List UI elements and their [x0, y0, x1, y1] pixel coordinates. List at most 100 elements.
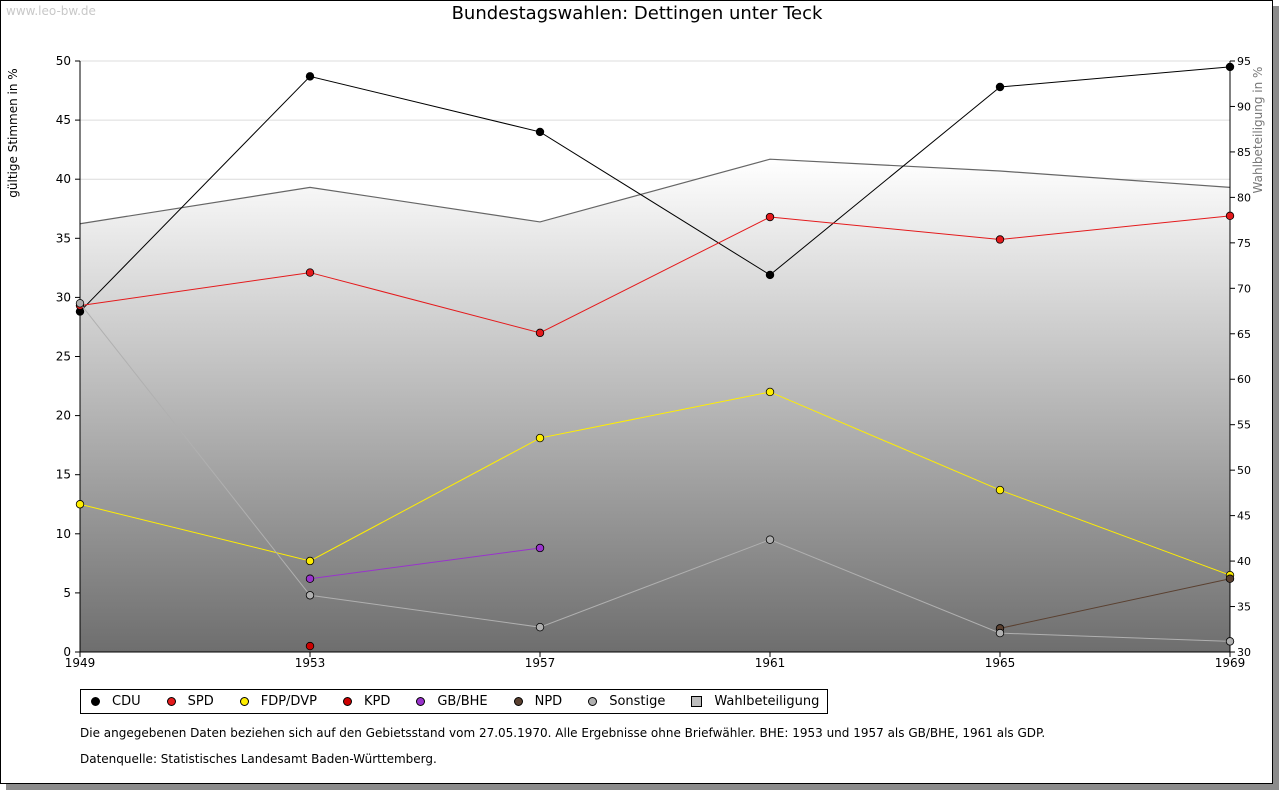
legend-label: Wahlbeteiligung — [714, 694, 820, 709]
series-lines — [75, 62, 1235, 651]
legend-label: NPD — [534, 694, 563, 709]
point-fdp-dvp-1953 — [305, 556, 315, 566]
legend-marker — [166, 697, 176, 706]
point-gb-bhe-1957 — [535, 543, 545, 553]
series-line-sonstige — [79, 303, 1231, 642]
point-spd-1969 — [1225, 211, 1235, 221]
x-tick-label: 1961 — [755, 656, 786, 670]
point-spd-1953 — [305, 268, 315, 277]
axes: 0 5 10 15 20 25 30 35 40 45 50 30 35 40 45 50 55 60 65 70 75… — [56, 54, 1251, 670]
legend-label: SPD — [187, 694, 214, 709]
legend-item-spd[interactable]: SPD — [166, 694, 214, 709]
legend-marker — [691, 696, 703, 707]
legend-label: KPD — [363, 694, 391, 709]
legend-item-fdp-dvp[interactable]: FDP/DVP — [239, 694, 317, 709]
legend-item-npd[interactable]: NPD — [513, 694, 563, 709]
turnout-line — [79, 158, 1231, 225]
point-sonstige-1953 — [305, 591, 315, 600]
legend-item-wahlbeteiligung[interactable]: Wahlbeteiligung — [691, 694, 819, 709]
legend-item-gb-bhe[interactable]: GB/BHE — [416, 694, 488, 709]
series-line-spd — [79, 215, 1231, 334]
turnout-area — [79, 158, 1231, 652]
y2-tick-label: 65 — [1237, 328, 1251, 341]
point-spd-1957 — [535, 328, 545, 338]
point-fdp-dvp-1965 — [995, 485, 1005, 495]
y-axis-label: gültige Stimmen in % — [6, 68, 20, 197]
y-tick-label: 20 — [56, 409, 71, 423]
y-tick-label: 5 — [63, 586, 71, 600]
point-cdu-1961 — [765, 270, 775, 280]
series-line-npd — [999, 578, 1231, 629]
point-spd-1965 — [995, 235, 1005, 244]
legend: CDU SPD FDP/DVP KPD GB/BHE NPD Sonstige … — [80, 689, 829, 714]
y2-tick-label: 85 — [1237, 146, 1251, 159]
y-tick-label: 10 — [56, 527, 71, 541]
legend-marker — [513, 697, 523, 706]
x-tick-label: 1965 — [985, 656, 1016, 670]
legend-item-sonstige[interactable]: Sonstige — [588, 694, 665, 709]
y2-tick-label: 95 — [1237, 55, 1251, 68]
y-tick-label: 15 — [56, 468, 71, 482]
series-line-gb-bhe — [309, 547, 541, 580]
y-tick-label: 0 — [63, 645, 71, 659]
turnout-fill — [80, 159, 1230, 652]
x-tick-label: 1949 — [65, 656, 96, 670]
y2-tick-label: 60 — [1237, 373, 1251, 386]
footnote-gebietsstand: Die angegebenen Daten beziehen sich auf … — [80, 726, 1046, 740]
point-sonstige-1949 — [75, 299, 85, 308]
x-tick-label: 1969 — [1215, 656, 1246, 670]
legend-marker — [416, 697, 426, 706]
y2-tick-label: 45 — [1237, 510, 1251, 523]
y2-tick-label: 30 — [1237, 646, 1251, 659]
chart-title: Bundestagswahlen: Dettingen unter Teck — [451, 3, 823, 24]
y2-tick-label: 75 — [1237, 237, 1251, 250]
legend-marker — [91, 697, 100, 706]
y2-tick-label: 55 — [1237, 419, 1251, 432]
y2-tick-label: 90 — [1237, 100, 1251, 113]
y-tick-label: 35 — [56, 231, 71, 245]
x-tick-label: 1957 — [525, 656, 556, 670]
legend-label: GB/BHE — [437, 694, 488, 709]
series-line-fdp-dvp — [79, 391, 1231, 576]
y2-tick-label: 35 — [1237, 601, 1251, 614]
legend-item-cdu[interactable]: CDU — [91, 694, 141, 709]
point-fdp-dvp-1957 — [535, 433, 545, 443]
y-tick-label: 45 — [56, 113, 71, 127]
point-cdu-1965 — [995, 82, 1005, 92]
point-gb-bhe-1953 — [305, 574, 315, 583]
y-tick-label: 25 — [56, 350, 71, 364]
legend-label: CDU — [112, 694, 141, 709]
y2-tick-label: 40 — [1237, 555, 1251, 568]
y-tick-label: 50 — [56, 54, 71, 68]
point-sonstige-1961 — [765, 535, 775, 544]
legend-label: Sonstige — [609, 694, 666, 709]
y-tick-label: 40 — [56, 172, 71, 186]
point-kpd-1953 — [305, 641, 315, 651]
y-tick-label: 30 — [56, 290, 71, 304]
legend-label: FDP/DVP — [260, 694, 317, 709]
series-line-cdu — [79, 66, 1231, 312]
legend-marker — [239, 697, 249, 706]
legend-marker — [342, 697, 352, 706]
point-fdp-dvp-1949 — [75, 500, 85, 509]
y2-tick-label: 80 — [1237, 191, 1251, 204]
y2-tick-label: 70 — [1237, 282, 1251, 295]
point-sonstige-1965 — [995, 628, 1005, 638]
y2-axis-label: Wahlbeteiligung in % — [1251, 67, 1265, 194]
legend-marker — [588, 697, 598, 706]
point-cdu-1969 — [1225, 62, 1235, 72]
watermark: www.leo-bw.de — [6, 4, 96, 18]
point-spd-1961 — [765, 212, 775, 222]
point-cdu-1953 — [305, 72, 315, 81]
point-fdp-dvp-1961 — [765, 387, 775, 397]
footnote-datenquelle: Datenquelle: Statistisches Landesamt Bad… — [80, 752, 437, 766]
point-sonstige-1957 — [535, 622, 545, 632]
point-cdu-1957 — [535, 127, 545, 137]
axis-labels: gültige Stimmen in % Wahlbeteiligung in … — [6, 67, 1265, 198]
x-tick-label: 1953 — [295, 656, 326, 670]
legend-item-kpd[interactable]: KPD — [342, 694, 391, 709]
y2-tick-label: 50 — [1237, 464, 1251, 477]
point-sonstige-1969 — [1225, 637, 1235, 646]
point-npd-1969 — [1225, 574, 1235, 583]
